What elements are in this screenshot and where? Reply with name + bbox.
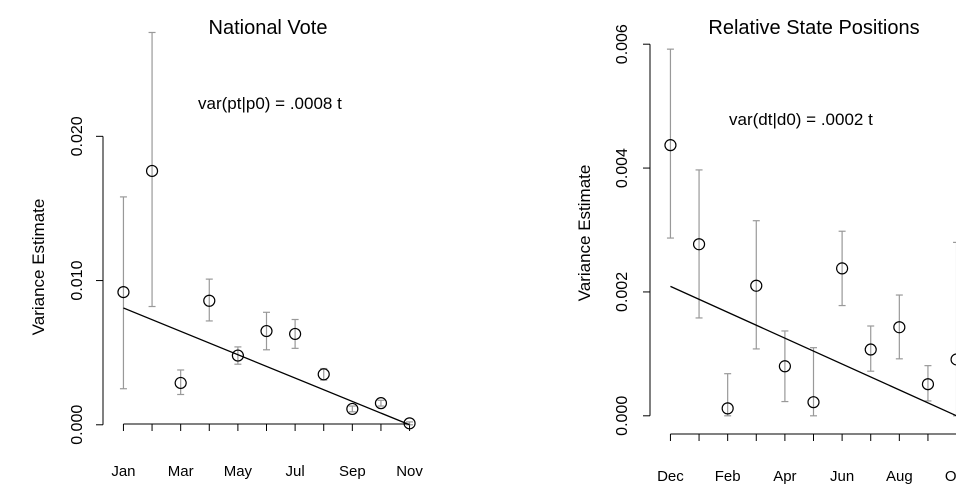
data-point (289, 327, 302, 341)
data-point (145, 164, 159, 178)
data-point (893, 321, 906, 334)
x-tick-label: Mar (168, 463, 194, 480)
x-tick-label: Oct (945, 468, 956, 484)
data-point (260, 324, 273, 338)
error-bar (953, 241, 956, 417)
data-point (117, 285, 130, 299)
x-tick-label: Feb (715, 468, 741, 484)
fit-line (670, 285, 956, 417)
y-tick-label: 0.002 (614, 272, 631, 312)
plot-marks: 0.000 0.010 0.020 Jan Mar May Jul Sep Nov (69, 31, 423, 480)
y-tick-label: 0.000 (614, 396, 631, 436)
data-point (778, 360, 791, 373)
error-bar (695, 169, 703, 319)
panel-national-vote: National Vote Variance Estimate var(pt|p… (29, 17, 423, 480)
x-tick-label: Jan (111, 463, 135, 480)
data-point (721, 402, 734, 415)
error-bar (752, 220, 760, 350)
data-point (950, 353, 956, 366)
panel-relative-state-positions: Relative State Positions Variance Estima… (575, 17, 956, 484)
error-bar (291, 318, 299, 349)
error-bar (666, 48, 674, 239)
x-tick-label: Nov (396, 463, 423, 480)
data-point (692, 238, 706, 251)
chart-title: Relative State Positions (708, 17, 919, 39)
error-bar (119, 196, 127, 390)
y-tick-label: 0.000 (69, 405, 86, 445)
error-bar (810, 347, 817, 417)
x-tick-label: Jul (286, 463, 305, 480)
y-tick-label: 0.006 (614, 24, 631, 64)
fit-line (123, 307, 410, 426)
x-tick-label: Apr (773, 468, 796, 484)
fit-annotation: var(dt|d0) = .0002 t (729, 110, 873, 129)
data-point (317, 368, 330, 381)
error-bar (377, 399, 385, 407)
y-axis-label: Variance Estimate (29, 199, 48, 336)
data-point (921, 378, 935, 391)
y-tick-label: 0.004 (614, 148, 631, 188)
data-point (374, 397, 388, 410)
x-tick-label: Aug (886, 468, 913, 484)
data-point (174, 376, 187, 390)
x-tick-label: May (224, 463, 253, 480)
y-tick-label: 0.020 (69, 116, 86, 156)
chart-title: National Vote (209, 17, 328, 39)
error-bar (895, 294, 903, 360)
error-bar (924, 365, 932, 402)
y-axis-label: Variance Estimate (575, 165, 594, 302)
error-bar (838, 230, 846, 307)
data-point (750, 279, 763, 292)
data-point (807, 396, 820, 409)
data-point (403, 417, 416, 430)
data-point (864, 343, 877, 356)
error-bar (867, 325, 875, 372)
error-bar (320, 367, 328, 381)
y-tick-label: 0.010 (69, 260, 86, 300)
error-bar (724, 373, 732, 417)
data-point (664, 139, 677, 152)
x-tick-label: Sep (339, 463, 366, 480)
x-tick-label: Dec (657, 468, 684, 484)
data-point (203, 294, 216, 307)
error-bar (781, 330, 789, 403)
data-point (346, 402, 359, 416)
error-bar (177, 369, 185, 396)
x-tick-label: Jun (830, 468, 854, 484)
error-bar (348, 405, 356, 413)
error-bar (263, 311, 270, 351)
data-point (231, 349, 244, 362)
error-bar (148, 31, 156, 308)
fit-annotation: var(pt|p0) = .0008 t (198, 94, 342, 113)
plot-marks: 0.000 0.002 0.004 0.006 Dec Feb Apr Jun Aug Oct (614, 24, 956, 484)
error-bar (205, 278, 213, 322)
data-point (836, 262, 849, 275)
